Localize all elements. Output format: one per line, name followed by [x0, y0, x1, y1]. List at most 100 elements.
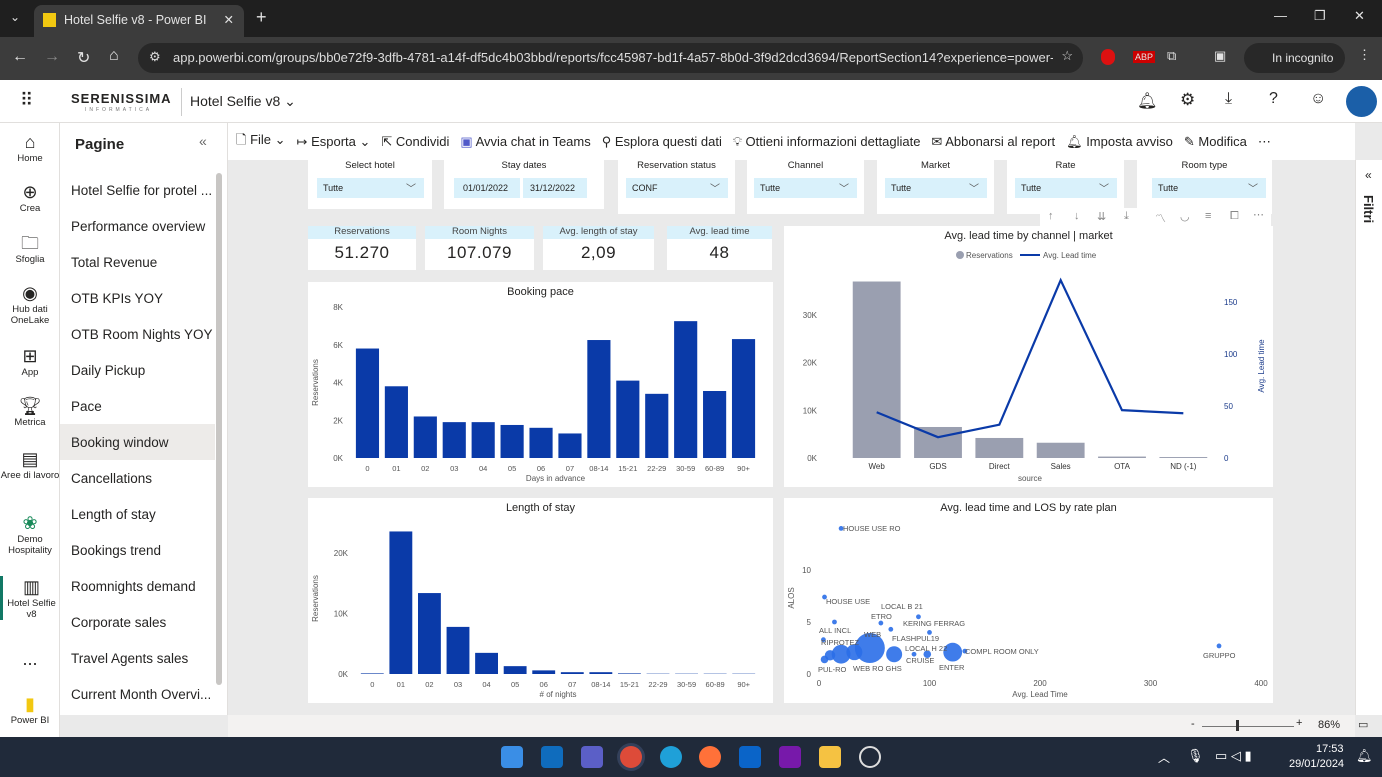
page-item[interactable]: Corporate sales: [71, 615, 167, 630]
outlook-icon[interactable]: [739, 746, 761, 768]
page-item[interactable]: Bookings trend: [71, 543, 162, 558]
network-volume-battery-icons[interactable]: ▭ ◁ ▮: [1215, 748, 1252, 763]
rail-metrics[interactable]: 🏆︎ Metrica: [0, 395, 60, 428]
chrome-icon[interactable]: [620, 746, 642, 768]
file-explorer-icon[interactable]: [819, 746, 841, 768]
teams-icon[interactable]: [581, 746, 603, 768]
tab-list-icon[interactable]: ⌄: [10, 10, 21, 24]
set-alert-button[interactable]: 🔔︎ Imposta avviso: [1066, 133, 1173, 149]
more-options-icon[interactable]: ⋯: [1257, 133, 1271, 149]
rail-browse[interactable]: 🗀 Sfoglia: [0, 232, 60, 265]
export-menu[interactable]: ↦ Esporta ⌄: [296, 133, 371, 149]
fit-to-page-icon[interactable]: ▭: [1358, 719, 1369, 731]
rail-home[interactable]: ⌂ Home: [0, 131, 60, 164]
site-info-icon[interactable]: ⚙: [149, 49, 161, 64]
rate-dropdown[interactable]: Tutte ﹀: [1015, 178, 1117, 198]
date-from-input[interactable]: 01/01/2022: [454, 178, 520, 198]
avatar[interactable]: [1346, 86, 1377, 117]
side-panel-icon[interactable]: ▣: [1214, 48, 1227, 63]
room-type-dropdown[interactable]: Tutte ﹀: [1152, 178, 1266, 198]
insights-icon[interactable]: 〽: [1155, 213, 1166, 225]
pin-icon[interactable]: ◡: [1180, 211, 1190, 223]
maximize-icon[interactable]: ❐: [1314, 8, 1326, 23]
expand-hierarchy-icon[interactable]: ⤓: [1124, 210, 1129, 222]
zoom-slider[interactable]: [1202, 726, 1294, 727]
rail-workspaces[interactable]: ▤ Aree di lavoro: [0, 448, 60, 481]
back-icon[interactable]: ←: [12, 48, 28, 65]
adblock-icon[interactable]: ABP: [1133, 51, 1156, 63]
start-icon[interactable]: [501, 746, 523, 768]
settings-icon[interactable]: ⚙: [1180, 90, 1196, 109]
share-button[interactable]: ⇱ Condividi: [381, 133, 450, 149]
page-item[interactable]: Length of stay: [71, 507, 156, 522]
more-options-icon[interactable]: ⋯: [1253, 209, 1264, 221]
firefox-icon[interactable]: [699, 746, 721, 768]
download-icon[interactable]: ⤓: [1225, 90, 1233, 107]
zoom-out-button[interactable]: -: [1191, 718, 1195, 730]
app-icon[interactable]: [859, 746, 881, 768]
close-window-icon[interactable]: ✕: [1354, 8, 1365, 23]
channel-dropdown[interactable]: Tutte ﹀: [754, 178, 857, 198]
new-tab-icon[interactable]: +: [256, 7, 267, 27]
page-item[interactable]: OTB KPIs YOY: [71, 291, 164, 306]
hotel-dropdown[interactable]: Tutte ﹀: [317, 178, 424, 198]
microphone-icon[interactable]: 🎙︎: [1187, 748, 1204, 763]
forward-icon[interactable]: →: [44, 48, 60, 65]
collapse-pane-icon[interactable]: «: [199, 133, 207, 149]
rail-create[interactable]: ⊕ Crea: [0, 181, 60, 214]
minimize-icon[interactable]: —: [1274, 8, 1287, 23]
expand-all-icon[interactable]: ⇊: [1097, 211, 1107, 223]
notifications-icon[interactable]: 🔔︎: [1137, 93, 1158, 110]
drill-up-icon[interactable]: ↑: [1048, 210, 1054, 222]
extensions-icon[interactable]: ⧉: [1167, 48, 1177, 63]
close-tab-icon[interactable]: ✕: [223, 13, 234, 27]
edge-icon[interactable]: [660, 746, 682, 768]
rail-demo-hospitality[interactable]: ❀ Demo Hospitality: [0, 512, 60, 556]
rail-onelake[interactable]: ◉ Hub dati OneLake: [0, 282, 60, 326]
market-dropdown[interactable]: Tutte ﹀: [885, 178, 987, 198]
focus-mode-icon[interactable]: ⧠: [1230, 210, 1239, 222]
filter-icon[interactable]: ≡: [1205, 210, 1212, 222]
page-item[interactable]: Pace: [71, 399, 102, 414]
page-item[interactable]: Current Month Overvi...: [71, 687, 212, 702]
page-item[interactable]: Cancellations: [71, 471, 153, 486]
app-launcher-icon[interactable]: ⠿: [20, 90, 34, 110]
feedback-icon[interactable]: ☺: [1310, 90, 1327, 107]
page-item[interactable]: OTB Room Nights YOY: [71, 327, 213, 342]
extension-icon[interactable]: [1101, 49, 1115, 65]
url-field[interactable]: app.powerbi.com/groups/bb0e72f9-3dfb-478…: [138, 43, 1083, 73]
date-to-input[interactable]: 31/12/2022: [523, 178, 587, 198]
zoom-slider-thumb[interactable]: [1236, 720, 1239, 731]
page-item[interactable]: Travel Agents sales: [71, 651, 189, 666]
home-icon[interactable]: ⌂: [109, 47, 119, 64]
file-menu[interactable]: 🗋 File ⌄: [236, 131, 286, 147]
subscribe-button[interactable]: ✉ Abbonarsi al report: [931, 133, 1056, 149]
page-item[interactable]: Roomnights demand: [71, 579, 196, 594]
onenote-icon[interactable]: [779, 746, 801, 768]
bookmark-star-icon[interactable]: ☆: [1061, 48, 1073, 63]
page-item[interactable]: Performance overview: [71, 219, 206, 234]
drill-down-icon[interactable]: ↓: [1074, 210, 1080, 222]
clock-date[interactable]: 29/01/2024: [1289, 758, 1345, 770]
tray-chevron-icon[interactable]: ︿: [1158, 751, 1171, 765]
notification-icon[interactable]: 🔔︎: [1356, 748, 1373, 763]
rail-more[interactable]: ...: [0, 648, 60, 670]
menu-icon[interactable]: ⋮: [1358, 47, 1371, 62]
pages-scrollbar[interactable]: [216, 173, 222, 685]
rail-hotel-selfie[interactable]: ▥ Hotel Selfie v8: [0, 576, 60, 620]
browser-tab[interactable]: Hotel Selfie v8 - Power BI ✕: [34, 5, 244, 37]
page-item[interactable]: Daily Pickup: [71, 363, 146, 378]
reload-icon[interactable]: ↻: [77, 50, 91, 67]
explore-data-button[interactable]: ⚲ Esplora questi dati: [601, 133, 722, 149]
report-name-dropdown[interactable]: Hotel Selfie v8 ⌄: [190, 93, 296, 109]
edit-button[interactable]: ✎ Modifica: [1183, 133, 1247, 149]
clock-time[interactable]: 17:53: [1316, 743, 1344, 755]
help-icon[interactable]: ?: [1269, 90, 1278, 107]
teams-chat-button[interactable]: ▣ Avvia chat in Teams: [460, 134, 590, 150]
filters-pane[interactable]: « Filtri: [1355, 160, 1382, 715]
outlook-new-icon[interactable]: [541, 746, 563, 768]
insights-button[interactable]: 💡︎ Ottieni informazioni dettagliate: [732, 133, 921, 149]
rail-apps[interactable]: ⊞ App: [0, 345, 60, 378]
zoom-in-button[interactable]: +: [1296, 717, 1303, 729]
page-item[interactable]: Booking window: [60, 424, 215, 460]
